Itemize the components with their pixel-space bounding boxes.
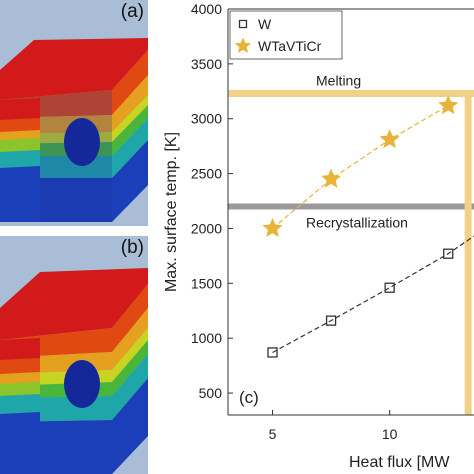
data-point-w xyxy=(443,248,454,259)
data-point-w xyxy=(267,347,278,358)
panel-c-label: (c) xyxy=(239,388,259,407)
y-tick-label: 2500 xyxy=(191,166,222,182)
data-point-wtavticr xyxy=(320,168,342,188)
legend-box xyxy=(229,10,343,60)
x-tick-label: 10 xyxy=(382,426,398,442)
x-axis-label: Heat flux [MW xyxy=(349,454,450,471)
chart-series xyxy=(262,94,474,358)
recrystallization-label: Recrystallization xyxy=(306,215,408,231)
y-tick-label: 1000 xyxy=(191,330,222,346)
y-tick-label: 500 xyxy=(199,385,223,401)
reference-lines xyxy=(228,89,474,415)
y-tick-label: 1500 xyxy=(191,275,222,291)
chart-axes: 500 1000 1500 2000 2500 3000 3500 4000 5 10 xyxy=(191,1,474,442)
legend-marker-w xyxy=(238,19,248,29)
series-line-wtavticr xyxy=(272,105,449,229)
legend-label-w: W xyxy=(258,16,272,32)
y-tick-label: 2000 xyxy=(191,220,222,236)
data-point-wtavticr xyxy=(438,94,459,115)
panel-b-label: (b) xyxy=(120,237,144,258)
data-point-wtavticr xyxy=(379,128,400,149)
y-axis-label: Max. surface temp. [K] xyxy=(163,132,180,292)
thermal-block-model-b xyxy=(0,268,148,474)
data-point-wtavticr xyxy=(262,217,283,238)
chart-legend: W WTaVTiCr xyxy=(229,10,343,60)
y-tick-label: 3000 xyxy=(191,111,222,127)
thermal-model-panel-a: (a) xyxy=(0,0,148,226)
legend-marker-wtavticr xyxy=(234,37,252,54)
thermal-model-panel-b: (b) xyxy=(0,236,148,474)
legend-label-wtavticr: WTaVTiCr xyxy=(258,38,322,54)
data-point-w xyxy=(384,282,395,293)
panel-a-label: (a) xyxy=(120,1,144,22)
data-point-w xyxy=(325,315,337,326)
surface-temperature-chart: 500 1000 1500 2000 2500 3000 3500 4000 5 10 W WTaV… xyxy=(163,1,474,471)
x-tick-label: 5 xyxy=(269,426,277,442)
thermal-block-model-a xyxy=(0,38,148,222)
melting-label: Melting xyxy=(316,72,361,88)
chart-labels: Melting Recrystallization Heat flux [MW Max… xyxy=(163,72,450,471)
series-line-w xyxy=(272,235,474,354)
y-tick-label: 4000 xyxy=(191,1,222,17)
y-tick-label: 3500 xyxy=(191,56,222,72)
